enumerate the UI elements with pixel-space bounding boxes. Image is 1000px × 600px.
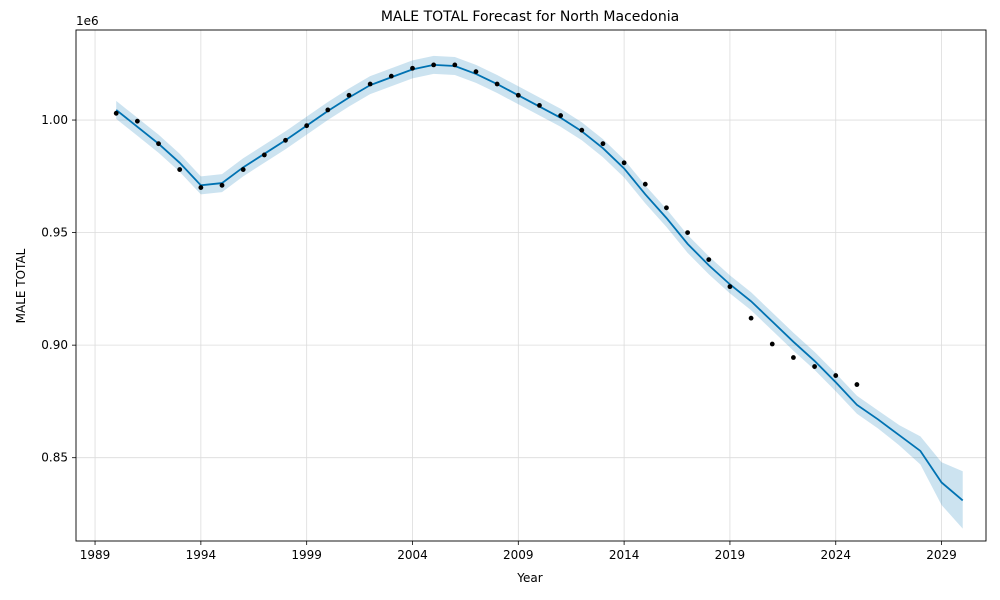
- actual-point: [685, 230, 691, 235]
- chart-title: MALE TOTAL Forecast for North Macedonia: [381, 9, 679, 25]
- y-axis-ticks: 0.85 0.90 0.95 1.00: [41, 113, 76, 465]
- grid: [76, 30, 986, 541]
- actual-point: [198, 185, 204, 190]
- actual-point: [261, 152, 267, 158]
- x-axis-label: Year: [516, 571, 542, 585]
- actual-point: [600, 141, 606, 147]
- x-tick-label: 2019: [715, 548, 746, 562]
- actual-point: [113, 110, 119, 116]
- actual-point: [727, 284, 733, 290]
- x-tick-label: 1989: [80, 548, 111, 562]
- actual-point: [283, 137, 288, 143]
- actual-point: [388, 73, 394, 79]
- actual-point: [706, 257, 712, 263]
- actual-point: [346, 92, 352, 98]
- actual-point: [515, 92, 521, 98]
- x-tick-label: 2009: [503, 548, 534, 562]
- actual-point: [134, 118, 140, 124]
- plot-frame: [75, 29, 987, 542]
- actual-point: [494, 81, 500, 87]
- actual-point: [240, 167, 246, 172]
- actual-points: [113, 62, 860, 387]
- actual-point: [219, 182, 225, 188]
- x-tick-label: 1994: [186, 548, 217, 562]
- actual-point: [177, 167, 183, 172]
- actual-point: [769, 341, 775, 347]
- y-tick-label: 1.00: [41, 113, 68, 127]
- y-offset-label: 1e6: [76, 14, 99, 28]
- actual-point: [431, 62, 437, 68]
- actual-point: [579, 127, 585, 133]
- x-axis-ticks: 1989 1994 1999 2004 2009 2014 2019 2024 2029: [80, 541, 957, 562]
- actual-point: [156, 141, 161, 147]
- actual-point: [452, 62, 458, 68]
- y-axis-label: MALE TOTAL: [14, 248, 28, 323]
- y-tick-label: 0.95: [41, 226, 68, 240]
- x-tick-label: 2004: [397, 548, 428, 562]
- actual-point: [473, 69, 479, 75]
- actual-point: [367, 81, 373, 87]
- x-tick-label: 2024: [820, 548, 851, 562]
- actual-point: [664, 205, 669, 211]
- actual-point: [537, 103, 542, 108]
- actual-point: [410, 65, 415, 71]
- actual-point: [621, 160, 627, 166]
- x-tick-label: 2014: [609, 548, 640, 562]
- actual-point: [833, 373, 839, 378]
- y-tick-label: 0.85: [41, 451, 68, 465]
- actual-point: [791, 355, 796, 360]
- x-tick-label: 1999: [291, 548, 322, 562]
- actual-point: [558, 113, 564, 118]
- actual-point: [854, 382, 860, 387]
- actual-point: [304, 123, 310, 129]
- actual-point: [642, 181, 648, 187]
- actual-point: [748, 315, 754, 321]
- y-tick-label: 0.90: [41, 338, 68, 352]
- actual-point: [325, 107, 331, 113]
- x-tick-label: 2029: [926, 548, 957, 562]
- actual-point: [812, 364, 817, 369]
